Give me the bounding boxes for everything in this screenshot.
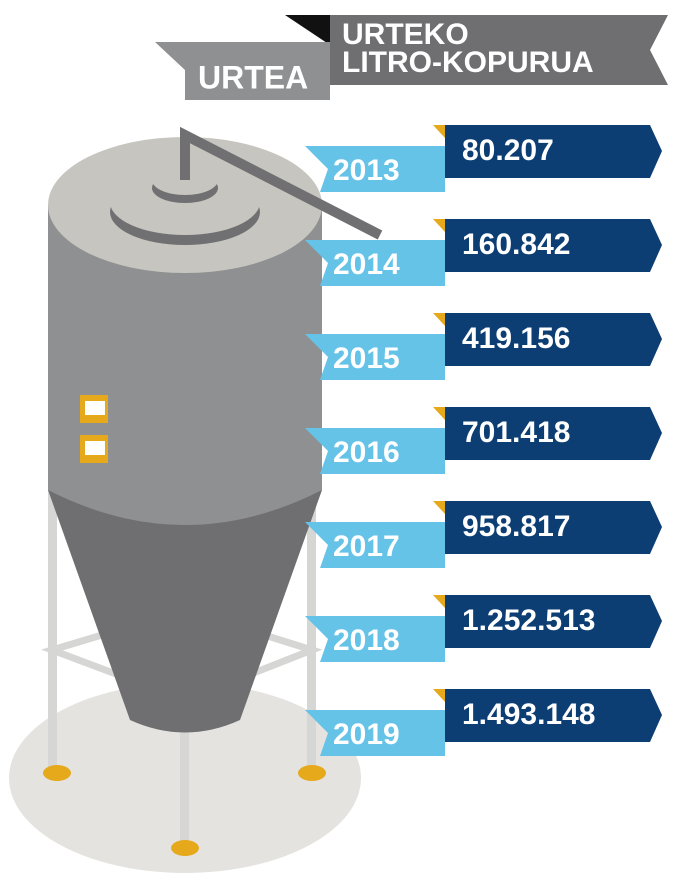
corner <box>433 595 445 608</box>
header: URTEA URTEKO LITRO-KOPURUA <box>155 15 668 100</box>
year-header: URTEA <box>198 59 308 95</box>
corner <box>433 407 445 420</box>
value: 958.817 <box>462 510 570 543</box>
corner <box>433 689 445 702</box>
value: 160.842 <box>462 228 570 261</box>
year: 2018 <box>333 624 400 657</box>
year: 2015 <box>333 342 400 375</box>
year: 2013 <box>333 154 400 187</box>
year: 2019 <box>333 718 400 751</box>
value: 419.156 <box>462 322 570 355</box>
corner <box>433 313 445 326</box>
corner <box>433 125 445 138</box>
value-header-line: LITRO-KOPURUA <box>342 46 594 79</box>
value: 1.493.148 <box>462 698 595 731</box>
infographic: URTEA URTEKO LITRO-KOPURUA 2013 80.207 201… <box>0 0 678 877</box>
year: 2014 <box>333 248 400 281</box>
value: 80.207 <box>462 134 554 167</box>
year: 2016 <box>333 436 400 469</box>
year: 2017 <box>333 530 400 563</box>
value: 701.418 <box>462 416 570 449</box>
value: 1.252.513 <box>462 604 595 637</box>
corner <box>433 219 445 232</box>
corner <box>433 501 445 514</box>
